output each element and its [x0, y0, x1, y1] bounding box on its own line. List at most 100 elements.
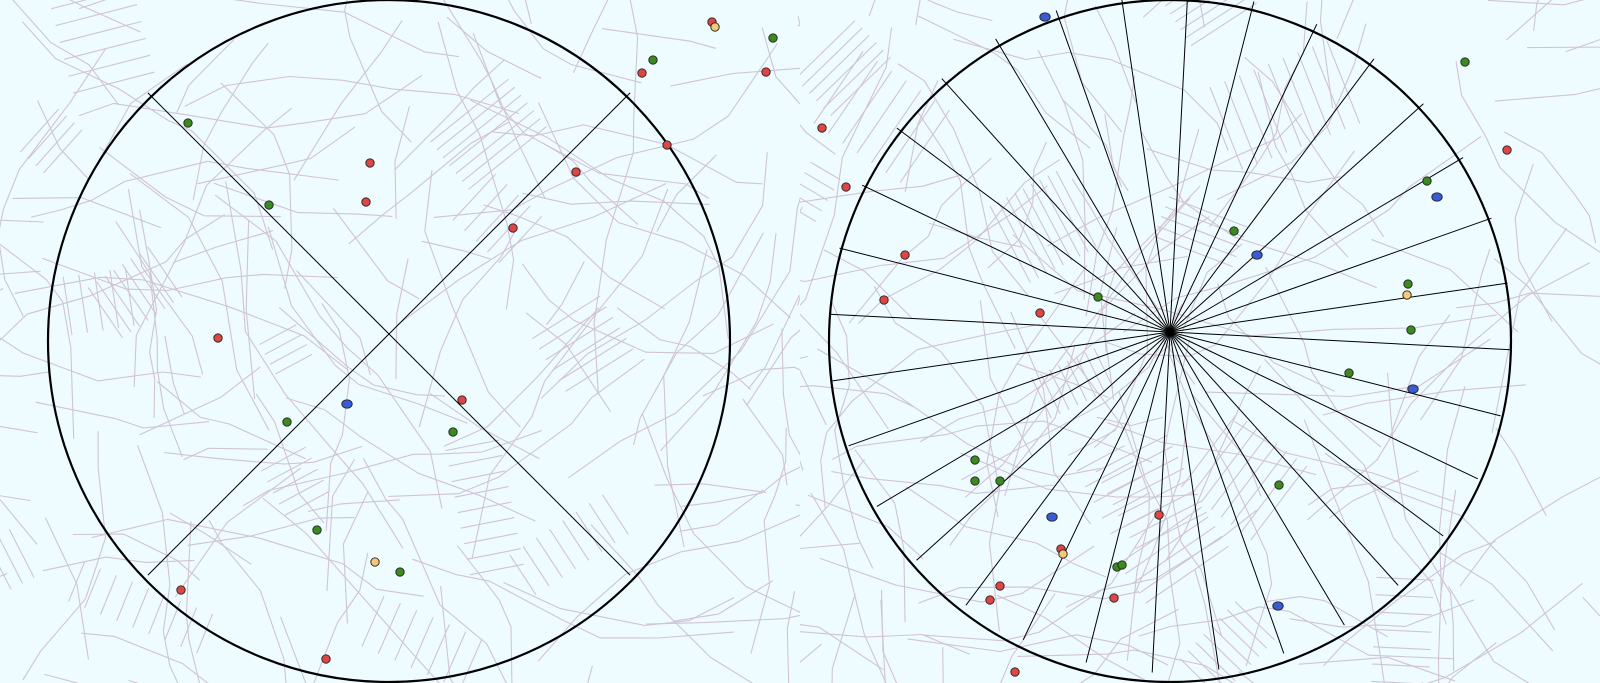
- road-segment: [139, 209, 158, 419]
- road-segment: [1004, 198, 1191, 497]
- poi-marker-green[interactable]: [1344, 368, 1354, 378]
- poi-marker-green[interactable]: [395, 567, 405, 577]
- road-segment: [645, 614, 800, 625]
- road-segment: [1238, 671, 1255, 683]
- road-segment: [284, 490, 330, 516]
- poi-marker-green[interactable]: [1117, 560, 1127, 570]
- poi-marker-green[interactable]: [1403, 279, 1413, 289]
- road-segment: [12, 0, 119, 105]
- road-segment: [813, 51, 864, 124]
- road-segment: [1084, 352, 1105, 393]
- poi-marker-green[interactable]: [312, 525, 322, 535]
- road-segment: [816, 42, 877, 102]
- poi-marker-blue[interactable]: [1431, 192, 1443, 202]
- sector-divider: [1169, 331, 1479, 480]
- road-segment: [1131, 526, 1216, 584]
- road-segment: [541, 142, 639, 225]
- poi-marker-green[interactable]: [648, 55, 658, 65]
- poi-marker-red[interactable]: [879, 295, 889, 305]
- poi-markers[interactable]: [817, 12, 1512, 677]
- left-map-svg[interactable]: [0, 0, 800, 683]
- road-segment: [0, 371, 50, 377]
- poi-marker-blue[interactable]: [1046, 512, 1058, 522]
- poi-marker-red[interactable]: [213, 333, 223, 343]
- poi-marker-red[interactable]: [817, 123, 827, 133]
- road-segment: [522, 192, 710, 205]
- poi-marker-red[interactable]: [508, 223, 518, 233]
- poi-marker-green[interactable]: [995, 476, 1005, 486]
- road-segment: [1190, 2, 1257, 47]
- poi-marker-red[interactable]: [176, 585, 186, 595]
- poi-marker-red[interactable]: [571, 167, 581, 177]
- road-segment: [575, 511, 603, 552]
- road-segment: [1297, 52, 1331, 136]
- poi-marker-yellow[interactable]: [710, 22, 720, 32]
- road-segment: [272, 468, 318, 494]
- poi-marker-red[interactable]: [900, 250, 910, 260]
- poi-marker-red[interactable]: [1035, 308, 1045, 318]
- poi-marker-red[interactable]: [841, 182, 851, 192]
- poi-marker-red[interactable]: [637, 68, 647, 78]
- poi-marker-red[interactable]: [361, 197, 371, 207]
- road-segment: [255, 393, 325, 524]
- sector-divider: [941, 78, 1171, 333]
- right-map-svg[interactable]: [800, 0, 1600, 683]
- road-segment: [472, 32, 709, 199]
- poi-marker-green[interactable]: [970, 476, 980, 486]
- poi-marker-blue[interactable]: [1039, 12, 1051, 22]
- road-segment: [72, 71, 155, 94]
- right-map-panel[interactable]: [800, 0, 1600, 683]
- poi-marker-blue[interactable]: [1251, 250, 1263, 260]
- road-segment: [184, 75, 520, 114]
- road-segment: [1017, 649, 1235, 683]
- poi-marker-green[interactable]: [1422, 176, 1432, 186]
- poi-marker-red[interactable]: [995, 581, 1005, 591]
- road-segment: [1085, 460, 1134, 488]
- poi-marker-yellow[interactable]: [1402, 290, 1412, 300]
- poi-marker-red[interactable]: [365, 158, 375, 168]
- poi-marker-green[interactable]: [264, 200, 274, 210]
- poi-markers[interactable]: [176, 17, 778, 664]
- poi-marker-red[interactable]: [321, 654, 331, 664]
- poi-marker-red[interactable]: [1109, 593, 1119, 603]
- poi-marker-yellow[interactable]: [370, 557, 380, 567]
- poi-marker-red[interactable]: [1502, 145, 1512, 155]
- road-segment: [475, 194, 519, 242]
- poi-marker-green[interactable]: [1460, 57, 1470, 67]
- road-segment: [1494, 258, 1600, 365]
- poi-marker-red[interactable]: [457, 395, 467, 405]
- poi-marker-red[interactable]: [662, 140, 672, 150]
- poi-marker-blue[interactable]: [1272, 601, 1284, 611]
- road-segment: [979, 300, 1033, 457]
- road-segment: [1437, 386, 1466, 683]
- road-segment: [1230, 450, 1288, 525]
- poi-marker-blue[interactable]: [1407, 384, 1419, 394]
- poi-marker-red[interactable]: [1154, 510, 1164, 520]
- poi-marker-red[interactable]: [1010, 667, 1020, 677]
- poi-marker-green[interactable]: [1093, 292, 1103, 302]
- road-segment: [800, 183, 829, 201]
- road-segment: [115, 221, 183, 458]
- road-segment: [1076, 445, 1125, 472]
- poi-marker-red[interactable]: [985, 595, 995, 605]
- road-segment: [842, 70, 893, 144]
- poi-marker-blue[interactable]: [341, 399, 353, 409]
- poi-marker-green[interactable]: [1229, 226, 1239, 236]
- poi-marker-red[interactable]: [761, 67, 771, 77]
- road-segment: [748, 294, 800, 389]
- left-map-panel[interactable]: [0, 0, 800, 683]
- road-segment: [35, 401, 210, 429]
- poi-marker-green[interactable]: [1406, 325, 1416, 335]
- road-segment: [899, 109, 950, 183]
- road-segment: [442, 94, 522, 159]
- poi-marker-green[interactable]: [768, 33, 778, 43]
- poi-marker-yellow[interactable]: [1058, 549, 1068, 559]
- road-segment: [1244, 56, 1384, 238]
- road-segment: [1164, 365, 1261, 562]
- poi-marker-green[interactable]: [183, 118, 193, 128]
- road-segment: [1220, 443, 1278, 518]
- poi-marker-green[interactable]: [282, 417, 292, 427]
- poi-marker-green[interactable]: [970, 455, 980, 465]
- poi-marker-green[interactable]: [1274, 480, 1284, 490]
- poi-marker-green[interactable]: [448, 427, 458, 437]
